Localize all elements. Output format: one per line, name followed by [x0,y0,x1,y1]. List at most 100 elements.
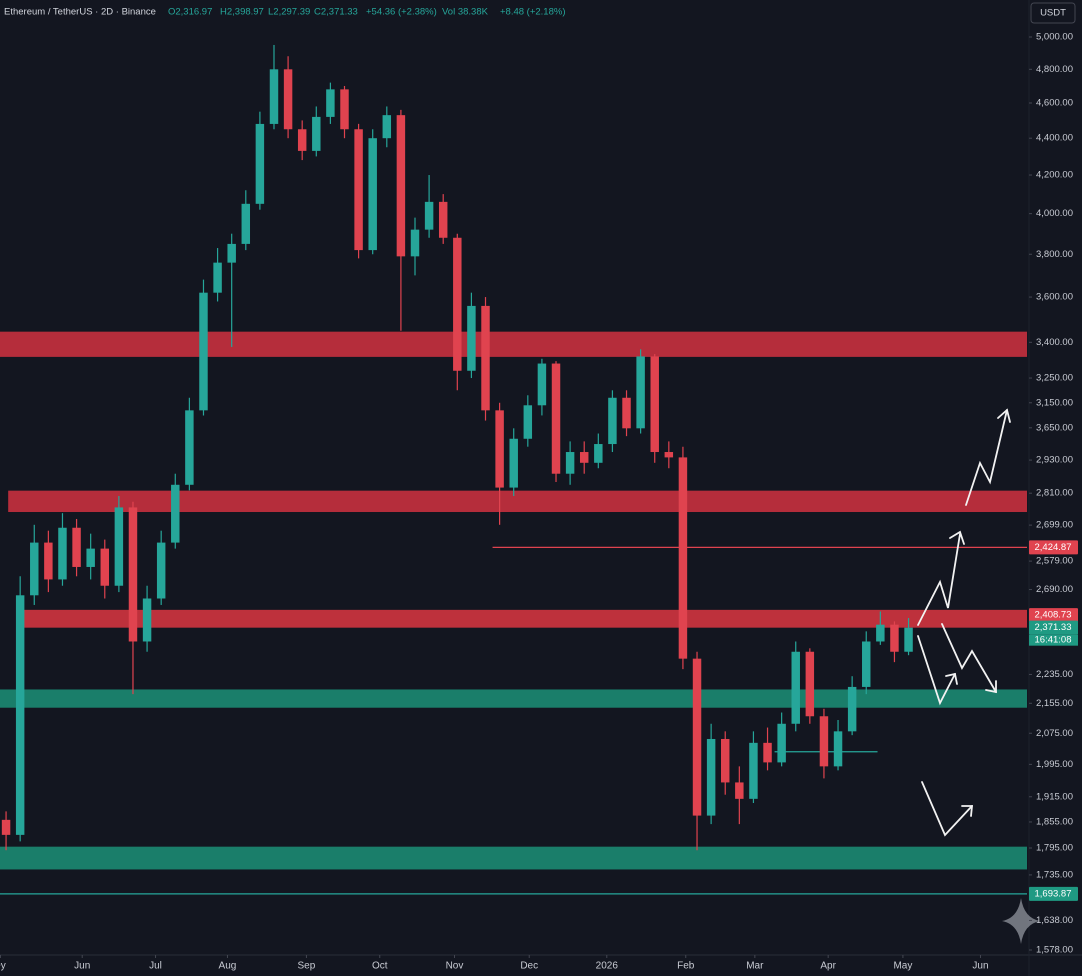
candle-body [721,738,730,783]
y-tick-label: 3,400.00 [1036,337,1073,348]
currency-button[interactable] [1030,2,1076,24]
candle-body [382,115,392,139]
change: +54.36 (+2.38%) [366,7,437,18]
candle-body [213,262,222,293]
candle-body [185,410,194,485]
candle-body [297,129,307,151]
symbol: Ethereum / TetherUS · 2D · Binance [4,7,156,18]
y-tick-label: 4,400.00 [1036,133,1073,144]
candle-body [706,738,716,816]
zone [0,846,1027,870]
arrowhead [949,530,965,545]
price-tag-label: 1,693.87 [1035,888,1072,899]
ohlc-close: C2,371.33 [314,7,358,18]
y-tick-label: 1,795.00 [1036,843,1073,854]
price-tag [1029,620,1078,635]
x-tick-label: Jul [149,961,162,972]
price-tag-label: 2,371.33 [1035,622,1072,633]
y-tick-label: 1,855.00 [1036,816,1073,827]
currency-button-label[interactable]: USDT [1040,8,1066,19]
candle-body [396,115,406,257]
candle-body [1,819,11,835]
candle-body [890,624,899,652]
y-tick-label: 3,650.00 [1036,422,1073,433]
y-tick-label: 2,930.00 [1036,455,1073,466]
candle-body [368,138,377,251]
y-tick-label: 4,200.00 [1036,170,1073,181]
candle-body [269,69,279,124]
volume: Vol 38.38K [442,7,489,18]
candle-body [58,527,67,580]
arrow [941,623,997,693]
candle-body [171,484,180,543]
countdown-tag [1029,634,1078,646]
y-tick-label: 1,735.00 [1036,869,1073,880]
price-tag-label: 2,424.87 [1035,542,1072,553]
price-tag [1029,540,1078,555]
candle-body [72,527,81,567]
candle-body [862,641,871,687]
candle-body [735,782,744,799]
candle-body [537,363,547,406]
candle-body [509,438,518,488]
candle-body [622,397,631,429]
candle-body [904,627,913,652]
y-tick-label: 2,810.00 [1036,488,1073,499]
ohlc-low: L2,297.39 [268,7,310,18]
candle-body [142,598,152,642]
watermark [1002,898,1040,944]
candle-body [326,89,335,117]
zone [0,689,1027,708]
candle-body [565,452,575,474]
y-tick-label: 1,638.00 [1036,915,1073,926]
candle-body [551,363,561,474]
candle-body [523,405,533,439]
y-tick-label: 3,800.00 [1036,249,1073,260]
x-tick-label: Mar [746,961,764,972]
candle-body [30,542,39,596]
y-tick-label: 2,155.00 [1036,698,1073,709]
candle-body [199,292,208,411]
candle-body [100,548,110,586]
arrow [917,635,956,706]
candle-body [791,651,800,724]
candle-body [283,69,293,130]
x-tick-label: Aug [219,961,237,972]
y-tick-label: 2,690.00 [1036,584,1073,595]
candle-body [678,457,688,659]
x-tick-label: Apr [820,961,836,972]
candle-body [692,658,702,816]
candle-body [86,548,95,567]
y-tick-label: 1,915.00 [1036,791,1073,802]
candle-body [579,452,589,463]
zone [21,609,1028,628]
arrowhead [985,680,997,694]
y-tick-label: 3,600.00 [1036,292,1073,303]
candle-body [15,595,25,835]
candle-body [453,237,462,371]
x-tick-label: Feb [677,961,695,972]
candle-body [833,731,843,767]
y-tick-label: 2,235.00 [1036,669,1073,680]
candle-body [44,542,53,580]
y-tick-label: 3,150.00 [1036,397,1073,408]
candle-body [608,397,617,445]
x-tick-label: May [893,961,912,972]
y-tick-label: 1,995.00 [1036,759,1073,770]
candle-body [340,89,349,130]
candle-body [876,624,885,642]
x-tick-label: ey [0,961,6,972]
x-tick-label: Jun [972,961,988,972]
arrow [921,781,973,837]
candle-body [650,356,659,453]
y-tick-label: 4,000.00 [1036,208,1073,219]
candle-body [819,716,829,767]
candle-body [664,452,674,458]
candle-body [763,742,772,763]
ohlc-open: O2,316.97 [168,7,212,18]
candle-body [847,686,857,732]
candle-body [777,723,786,763]
candle-body [255,123,265,204]
candle-body [438,201,448,238]
